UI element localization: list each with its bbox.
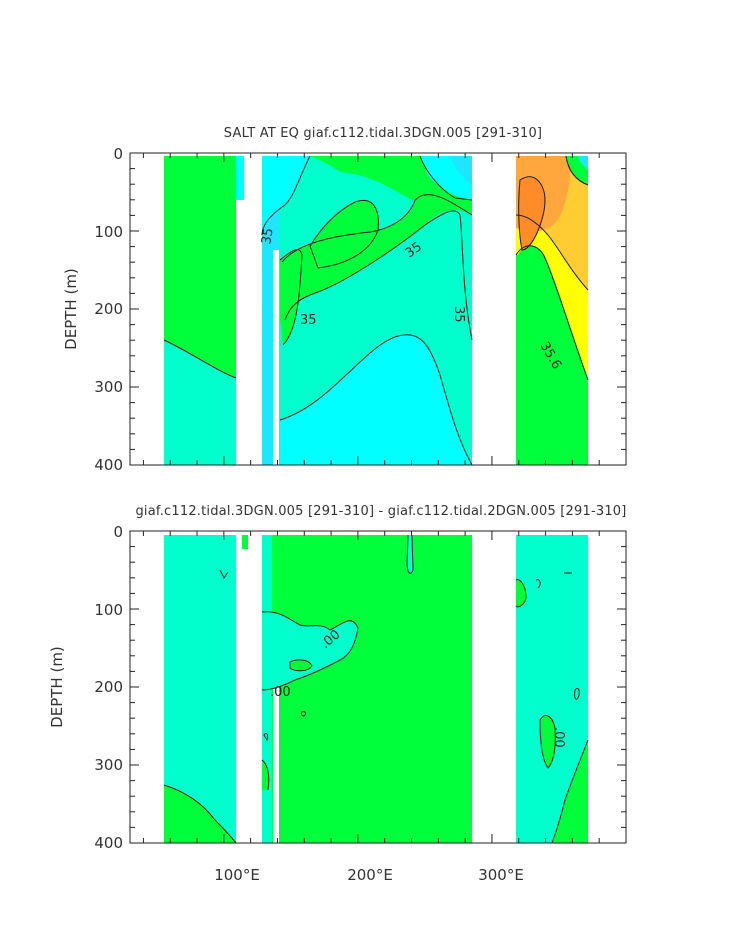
y-tick-label: 300 <box>94 378 123 396</box>
contour-label: 35 <box>451 306 466 323</box>
bottom-contour-lines <box>163 534 589 844</box>
bottom-panel: giaf.c112.tidal.3DGN.005 [291-310] - gia… <box>48 504 627 884</box>
top-contour-lines <box>163 155 589 466</box>
top-y-axis-label: DEPTH (m) <box>62 268 80 350</box>
y-tick-label: 100 <box>94 223 123 241</box>
top-axis-ticks <box>130 152 626 466</box>
bottom-y-axis-label: DEPTH (m) <box>48 646 66 728</box>
bottom-y-tick-labels: 0 100 200 300 400 <box>94 523 123 852</box>
y-tick-label: 0 <box>113 523 123 541</box>
contour-label: 35 <box>259 227 277 246</box>
y-tick-label: 200 <box>94 678 123 696</box>
bottom-chart-title: giaf.c112.tidal.3DGN.005 [291-310] - gia… <box>135 504 626 519</box>
y-tick-label: 300 <box>94 756 123 774</box>
y-tick-label: 400 <box>94 834 123 852</box>
y-tick-label: 400 <box>94 456 123 474</box>
top-y-tick-labels: 0 100 200 300 400 <box>94 145 123 474</box>
y-tick-label: 100 <box>94 601 123 619</box>
contour-label: .00 <box>270 685 291 700</box>
y-tick-label: 0 <box>113 145 123 163</box>
x-tick-label: 100°E <box>214 866 260 884</box>
bottom-x-tick-labels: 100°E 200°E 300°E <box>214 866 524 884</box>
bottom-contour-fills <box>164 535 588 843</box>
top-contour-fills <box>164 156 588 465</box>
bottom-axis-ticks <box>130 530 626 844</box>
top-panel: SALT AT EQ giaf.c112.tidal.3DGN.005 [291… <box>62 126 627 474</box>
top-chart-title: SALT AT EQ giaf.c112.tidal.3DGN.005 [291… <box>224 126 542 141</box>
y-tick-label: 200 <box>94 300 123 318</box>
x-tick-label: 300°E <box>478 866 524 884</box>
contour-label: .00 <box>551 727 566 748</box>
contour-label: 35 <box>300 313 317 328</box>
x-tick-label: 200°E <box>347 866 393 884</box>
